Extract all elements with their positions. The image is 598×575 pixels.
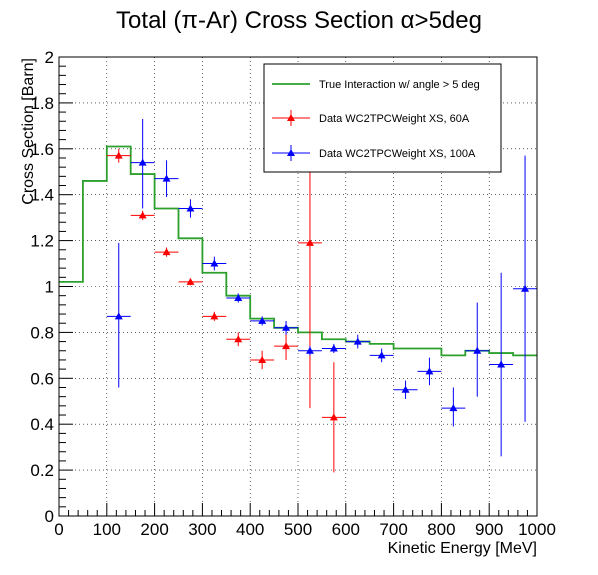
data-60a-point <box>179 278 203 285</box>
x-tick-label: 600 <box>332 520 360 539</box>
data-100a-point <box>274 321 298 335</box>
x-tick-label: 900 <box>475 520 503 539</box>
x-tick-label: 1000 <box>518 520 556 539</box>
data-100a-point <box>489 273 513 457</box>
data-100a-point <box>226 293 250 302</box>
x-tick-label: 0 <box>54 520 63 539</box>
data-60a-point <box>226 332 250 346</box>
data-100a-point <box>465 303 489 397</box>
y-tick-label: 1.2 <box>30 232 54 251</box>
x-tick-label: 200 <box>140 520 168 539</box>
data-100a-point <box>179 199 203 217</box>
data-100a-point <box>155 160 179 197</box>
data-100a-point <box>346 335 370 349</box>
y-tick-label: 0.2 <box>30 461 54 480</box>
legend-label: True Interaction w/ angle > 5 deg <box>319 79 480 91</box>
data-100a-point <box>202 257 226 271</box>
data-100a-point <box>131 119 155 209</box>
data-100a-point <box>250 316 274 325</box>
x-tick-label: 400 <box>236 520 264 539</box>
data-100a-point <box>441 387 465 426</box>
data-100a-point <box>370 348 394 362</box>
data-60a-point <box>322 362 346 472</box>
x-tick-label: 100 <box>93 520 121 539</box>
x-tick-label: 500 <box>284 520 312 539</box>
data-100a-point <box>513 156 537 422</box>
y-tick-label: 2 <box>45 48 54 67</box>
data-60a-point <box>131 211 155 220</box>
data-100a-point <box>107 243 131 388</box>
data-100a-point <box>418 358 442 386</box>
y-tick-label: 1 <box>45 278 54 297</box>
data-100a-point <box>322 344 346 353</box>
data-60a-point <box>202 312 226 321</box>
y-tick-label: 0.6 <box>30 369 54 388</box>
data-60a-point <box>155 247 179 256</box>
legend-label: Data WC2TPCWeight XS, 60A <box>319 113 470 125</box>
data-100a-point <box>394 381 418 399</box>
data-100a-point <box>298 346 322 355</box>
y-axis-title: Cross Section [Barn] <box>20 58 37 205</box>
x-tick-label: 700 <box>379 520 407 539</box>
data-60a-point <box>274 332 298 360</box>
chart-title: Total (π-Ar) Cross Section α>5deg <box>116 7 482 34</box>
y-tick-label: 0 <box>45 507 54 526</box>
data-60a-point <box>107 149 131 163</box>
x-tick-label: 300 <box>188 520 216 539</box>
x-axis-title: Kinetic Energy [MeV] <box>388 540 537 557</box>
data-60a-point <box>250 351 274 369</box>
y-tick-label: 0.4 <box>30 415 54 434</box>
legend: True Interaction w/ angle > 5 deg Data WC… <box>264 64 501 172</box>
legend-label: Data WC2TPCWeight XS, 100A <box>319 148 476 160</box>
x-tick-labels: 0 100 200 300 400 500 600 700 800 900 1000 <box>54 520 556 539</box>
x-tick-label: 800 <box>427 520 455 539</box>
y-tick-label: 0.8 <box>30 323 54 342</box>
